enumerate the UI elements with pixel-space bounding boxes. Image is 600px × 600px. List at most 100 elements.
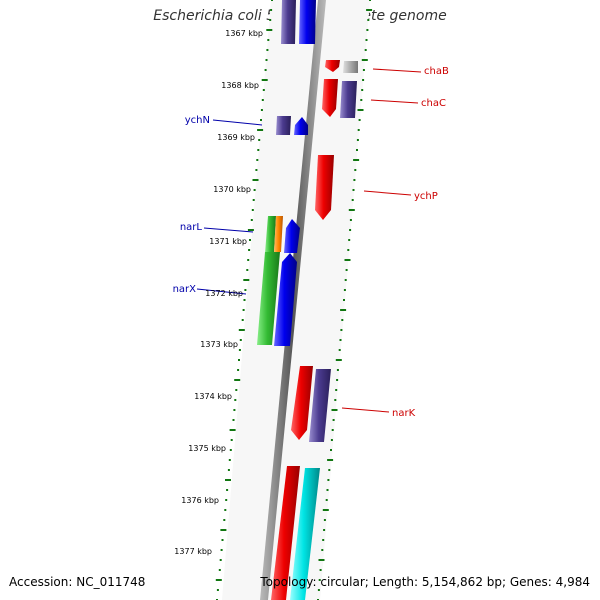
minor-tick (246, 269, 249, 271)
narL-label: narL (180, 222, 203, 233)
gene-block (271, 466, 300, 600)
minor-tick (255, 169, 258, 171)
minor-tick (317, 589, 320, 591)
major-tick (366, 9, 373, 11)
minor-tick (252, 199, 255, 201)
minor-tick (232, 419, 235, 421)
major-tick (335, 359, 342, 361)
minor-tick (258, 139, 261, 141)
minor-tick (331, 429, 334, 431)
ychN-gene (276, 116, 291, 135)
minor-tick (335, 389, 338, 391)
minor-tick (241, 319, 244, 321)
minor-tick (336, 369, 339, 371)
kbp-label: 1374 kbp (194, 392, 232, 401)
minor-tick (247, 259, 250, 261)
major-tick (238, 329, 245, 331)
gene-block (281, 0, 296, 44)
kbp-label: 1373 kbp (200, 340, 238, 349)
major-tick (261, 79, 268, 81)
minor-tick (267, 39, 270, 41)
minor-tick (351, 199, 354, 201)
minor-tick (251, 209, 254, 211)
minor-tick (256, 159, 259, 161)
major-tick (215, 579, 222, 581)
kbp-label: 1367 kbp (225, 29, 263, 38)
major-tick (348, 209, 355, 211)
major-tick (243, 279, 250, 281)
minor-tick (228, 459, 231, 461)
minor-tick (358, 119, 361, 121)
minor-tick (361, 89, 364, 91)
genome-summary: Topology: circular; Length: 5,154,862 bp… (260, 575, 590, 589)
minor-tick (356, 139, 359, 141)
kbp-label: 1375 kbp (188, 444, 226, 453)
major-tick (357, 109, 364, 111)
minor-tick (220, 549, 223, 551)
accession-text: Accession: NC_011748 (9, 575, 146, 589)
minor-tick (270, 9, 273, 11)
minor-tick (332, 419, 335, 421)
minor-tick (264, 69, 267, 71)
ychN-neighbor-gene (294, 117, 308, 135)
minor-tick (336, 379, 339, 381)
minor-tick (271, 0, 273, 1)
minor-tick (349, 229, 352, 231)
major-tick (322, 509, 329, 511)
narX-leader (196, 288, 247, 295)
minor-tick (235, 389, 238, 391)
minor-tick (319, 569, 322, 571)
kbp-label: 1372 kbp (205, 289, 243, 298)
ychP-label: ychP (414, 191, 438, 202)
gene-block (290, 468, 320, 600)
ychN-label: ychN (185, 115, 210, 126)
minor-tick (362, 79, 365, 81)
kbp-label: 1377 kbp (174, 547, 212, 556)
minor-tick (221, 539, 224, 541)
minor-tick (265, 59, 268, 61)
major-tick (234, 379, 241, 381)
minor-tick (323, 529, 326, 531)
minor-tick (343, 289, 346, 291)
narK-leader (341, 407, 390, 413)
narK-neighbor-gene (309, 369, 331, 442)
minor-tick (239, 339, 242, 341)
minor-tick (227, 469, 230, 471)
minor-tick (260, 119, 262, 121)
minor-tick (326, 489, 329, 491)
major-tick (340, 309, 347, 311)
minor-tick (253, 189, 256, 191)
narX-label: narX (173, 284, 197, 295)
chaC-neighbor-gene (340, 81, 357, 118)
minor-tick (328, 469, 331, 471)
minor-tick (353, 179, 356, 181)
major-tick (331, 409, 338, 411)
minor-tick (261, 99, 264, 101)
minor-tick (349, 219, 352, 221)
minor-tick (338, 349, 341, 351)
minor-tick (367, 19, 370, 21)
minor-tick (357, 129, 360, 131)
chaB-neighbor-gene (343, 61, 358, 73)
minor-tick (249, 239, 251, 241)
ychP-leader (363, 190, 412, 196)
minor-tick (219, 559, 222, 561)
minor-tick (318, 579, 321, 581)
narL-leader (203, 227, 254, 233)
minor-tick (266, 49, 269, 51)
minor-tick (364, 49, 367, 51)
minor-tick (365, 39, 368, 41)
major-tick (344, 259, 351, 261)
minor-tick (366, 29, 369, 31)
minor-tick (334, 399, 337, 401)
major-tick (225, 479, 231, 481)
minor-tick (321, 549, 324, 551)
minor-tick (339, 339, 342, 341)
minor-tick (248, 249, 251, 251)
minor-tick (360, 99, 363, 101)
minor-tick (348, 239, 351, 241)
kbp-label: 1369 kbp (217, 133, 255, 142)
major-tick (220, 529, 227, 531)
minor-tick (234, 399, 237, 401)
minor-tick (244, 289, 247, 291)
